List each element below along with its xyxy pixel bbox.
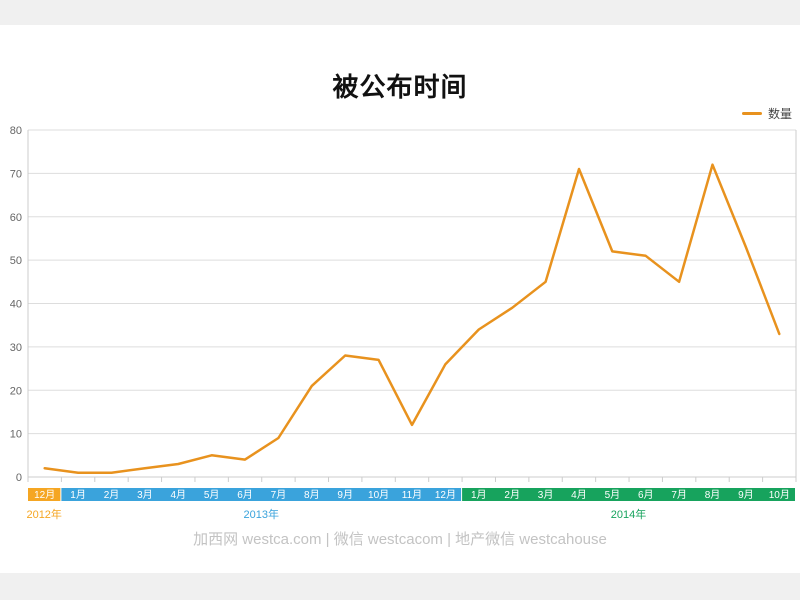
year-label: 2012年 xyxy=(26,507,61,521)
month-band-segment xyxy=(462,488,795,501)
y-axis-label: 10 xyxy=(10,429,22,441)
legend-label: 数量 xyxy=(768,107,793,121)
x-axis-month-label: 12月 xyxy=(435,489,456,501)
x-axis-month-label: 7月 xyxy=(671,489,687,501)
chart-card: 0 10 20 30 40 50 60 70 80 2012年 2013年 2014年 12月 1月 2月 3… xyxy=(0,25,800,573)
x-axis-month-label: 9月 xyxy=(337,489,353,501)
x-axis-month-label: 1月 xyxy=(70,489,86,501)
x-axis-month-label: 3月 xyxy=(538,489,554,501)
x-axis-month-label: 12月 xyxy=(34,489,55,501)
x-axis-month-label: 9月 xyxy=(738,489,754,501)
line-chart: 0 10 20 30 40 50 60 70 80 2012年 2013年 2014年 12月 1月 2月 3… xyxy=(10,125,797,521)
x-axis-month-label: 5月 xyxy=(204,489,220,501)
year-label: 2013年 xyxy=(243,507,278,521)
x-axis-month-label: 4月 xyxy=(170,489,186,501)
x-axis-month-label: 10月 xyxy=(368,489,389,501)
y-axis-label: 30 xyxy=(10,342,22,354)
footer-watermark-text: 加西网 westca.com | 微信 westcacom | 地产微信 wes… xyxy=(193,531,607,548)
chart-title: 被公布时间 xyxy=(332,72,468,102)
y-axis-label: 0 xyxy=(16,472,22,484)
legend-item-quantity[interactable]: 数量 xyxy=(742,105,792,122)
y-axis-label: 70 xyxy=(10,168,22,180)
x-axis-month-label: 6月 xyxy=(237,489,253,501)
x-axis-month-label: 4月 xyxy=(571,489,587,501)
data-line-quantity xyxy=(43,163,781,474)
year-label: 2014年 xyxy=(611,507,646,521)
y-axis-label: 50 xyxy=(10,255,22,267)
legend-line-icon xyxy=(742,112,762,115)
x-axis-month-label: 5月 xyxy=(605,489,621,501)
y-axis-label: 60 xyxy=(10,212,22,224)
x-axis-month-label: 7月 xyxy=(271,489,287,501)
month-band-segment xyxy=(28,488,61,501)
x-axis-month-label: 2月 xyxy=(504,489,520,501)
x-axis-month-label: 1月 xyxy=(471,489,487,501)
x-axis-month-label: 10月 xyxy=(769,489,790,501)
x-axis-month-label: 2月 xyxy=(104,489,120,501)
month-band-segment xyxy=(61,488,462,501)
y-axis-label: 20 xyxy=(10,385,22,397)
x-axis-month-label: 8月 xyxy=(705,489,721,501)
x-axis-month-label: 6月 xyxy=(638,489,654,501)
x-axis-month-label: 8月 xyxy=(304,489,320,501)
x-axis-month-label: 11月 xyxy=(402,489,422,501)
x-axis-month-label: 3月 xyxy=(137,489,153,501)
y-axis-label: 40 xyxy=(10,299,22,311)
y-axis-label: 80 xyxy=(10,125,22,137)
